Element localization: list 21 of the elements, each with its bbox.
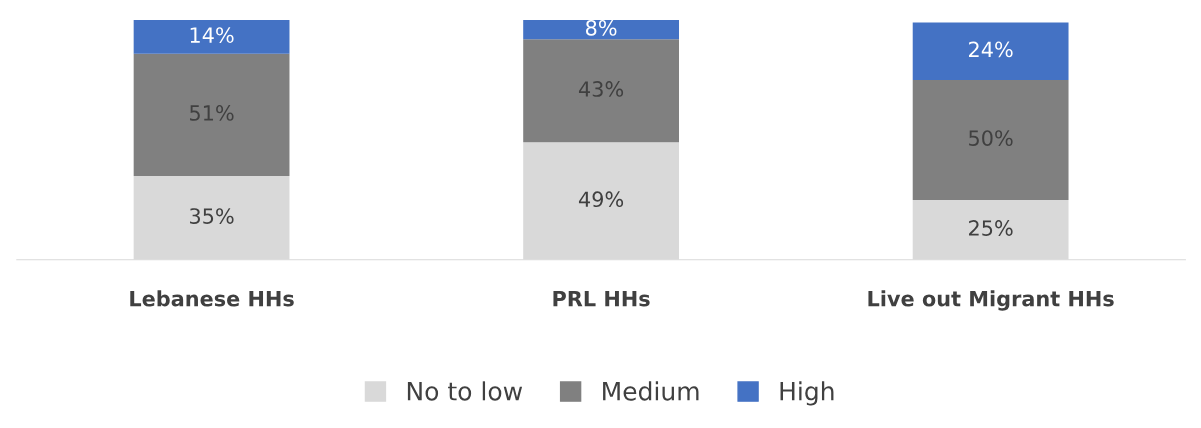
bar [133,53,290,176]
legend-label: Medium [603,381,699,401]
data-label: 35% [190,208,234,224]
bar [523,39,680,143]
x-tick-label: Live out Migrant HHs [868,290,1114,311]
data-label: 8% [585,19,617,36]
data-label: 25% [969,220,1013,236]
bar [912,80,1069,200]
data-label: 43% [578,81,624,97]
bar [133,20,290,54]
bar [523,20,680,40]
data-label: 50% [969,130,1013,146]
data-label: 49% [578,191,624,208]
data-label: 51% [190,105,234,121]
data-label: 24% [969,41,1013,58]
bar [912,22,1069,81]
x-tick-label: Lebanese HHs [130,290,294,307]
x-tick-label: PRL HHs [553,290,650,307]
data-label: 14% [190,27,234,43]
legend-label: No to low [407,381,523,401]
legend-label: High [780,381,834,406]
